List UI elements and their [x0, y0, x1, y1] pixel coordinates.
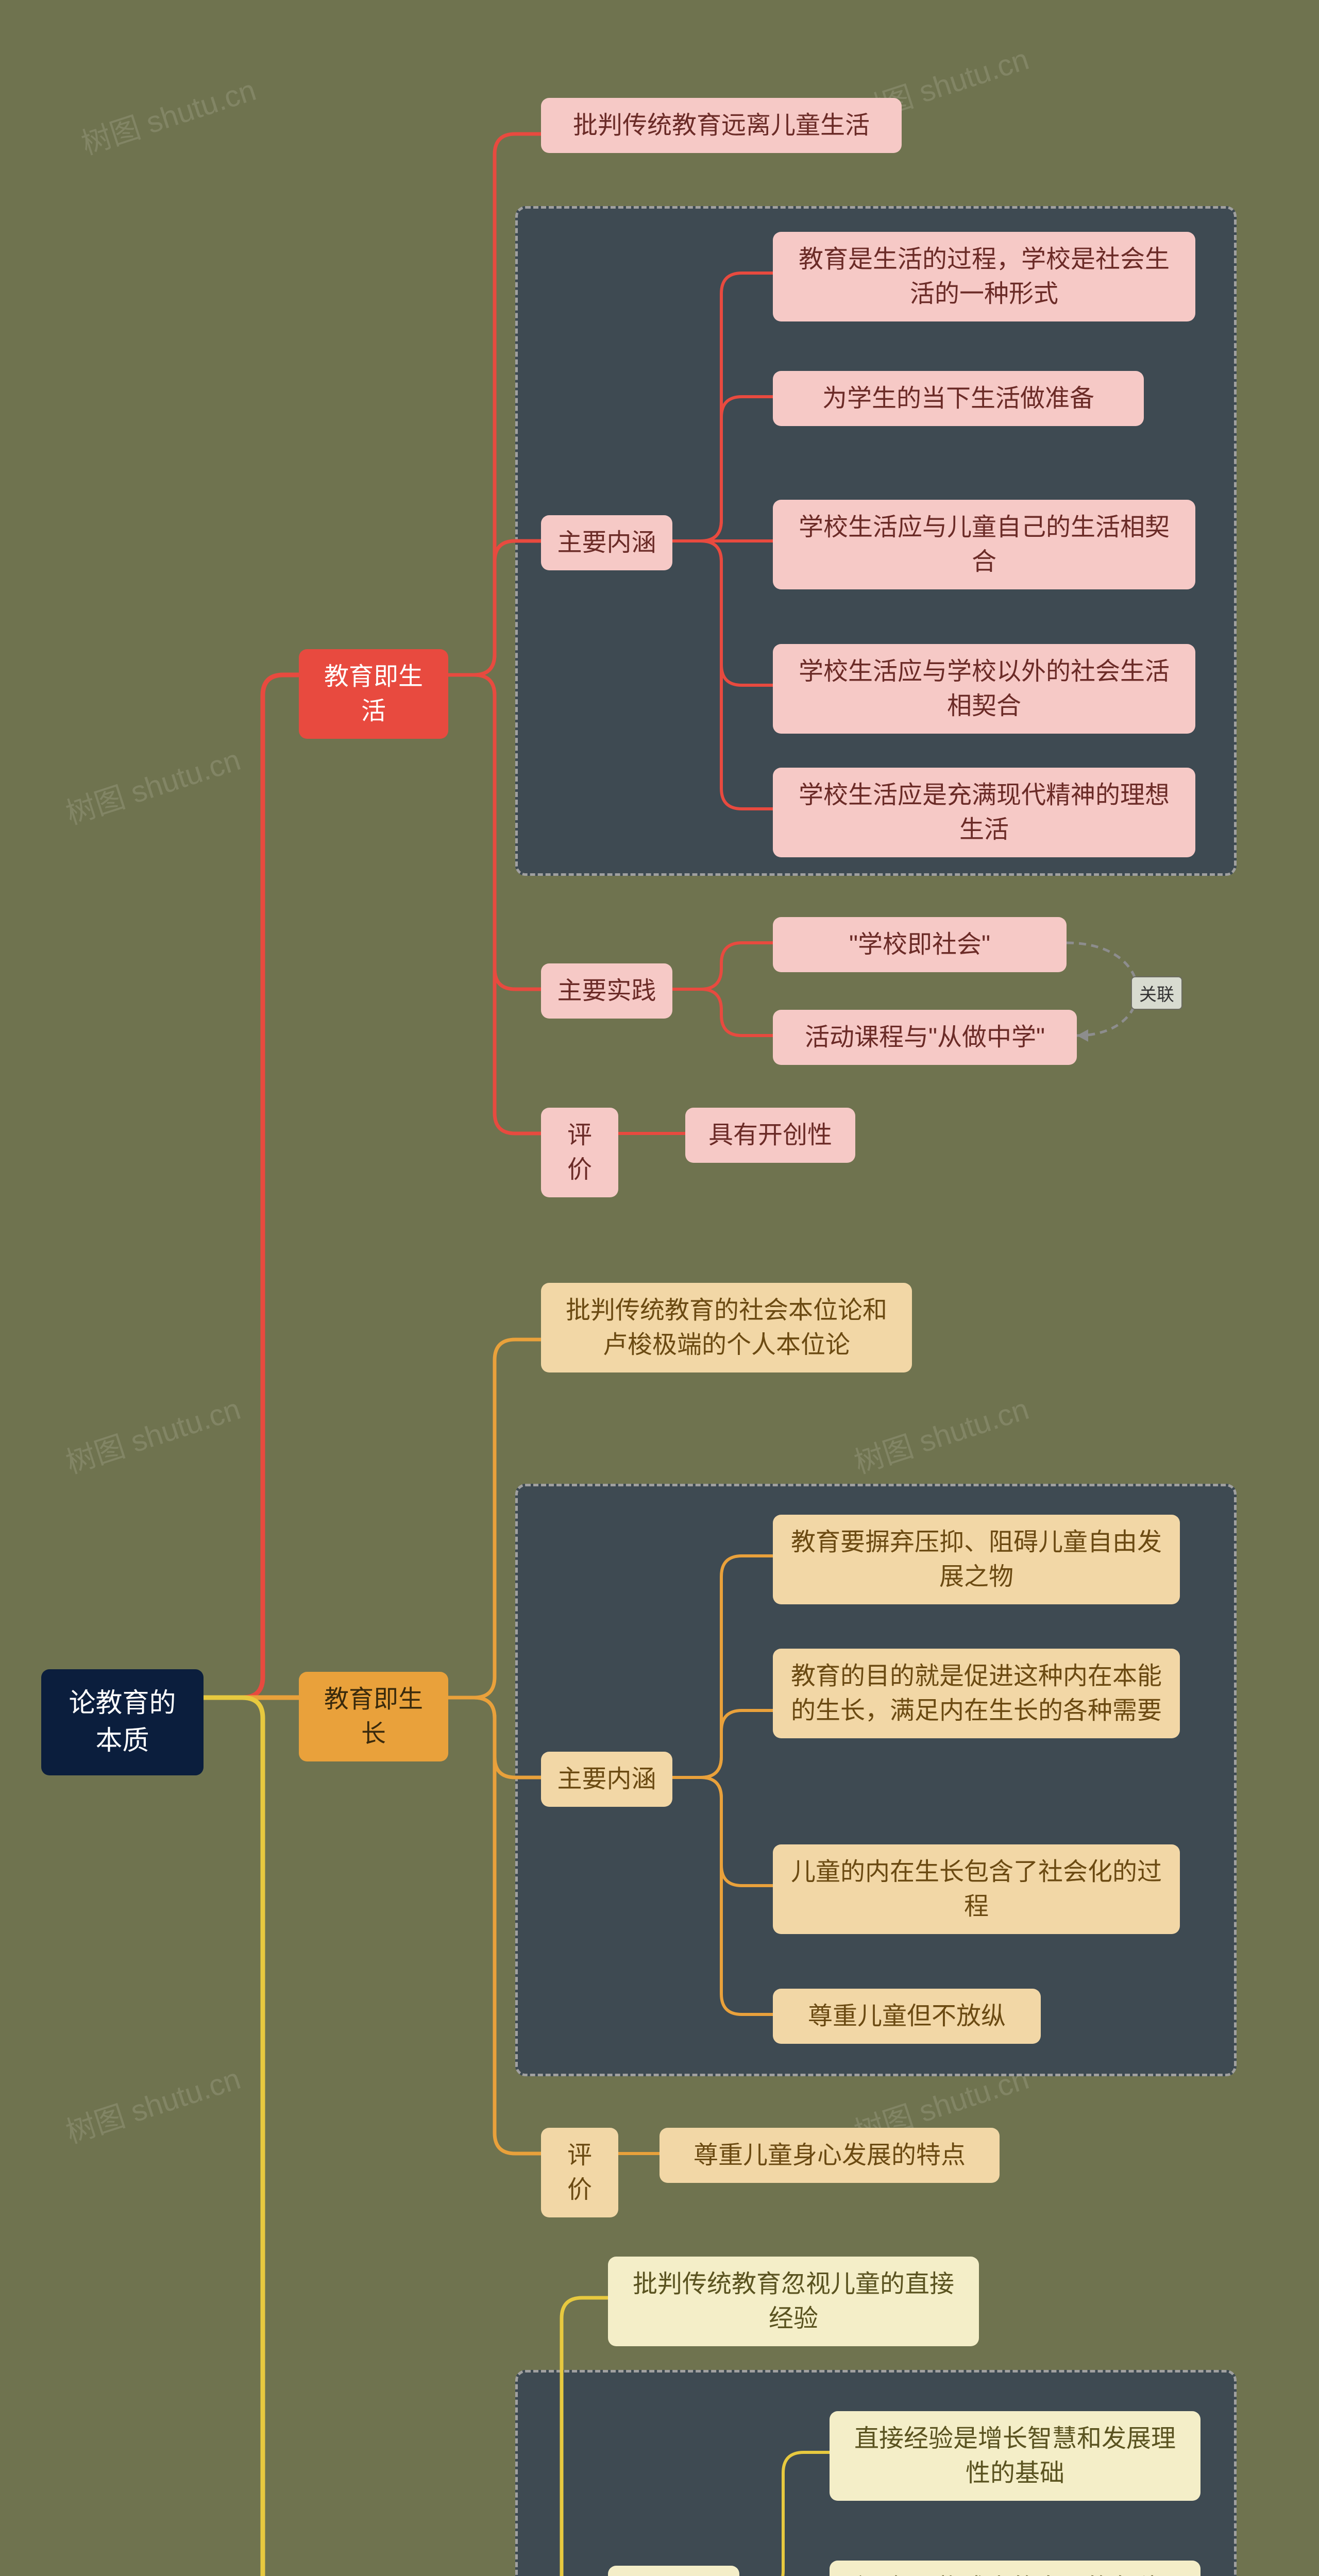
- b2-conn-item[interactable]: 教育要摒弃压抑、阻碍儿童自由发展之物: [773, 1515, 1180, 1604]
- b3-conn-item[interactable]: 直接经验是增长智慧和发展理性的基础: [830, 2411, 1200, 2501]
- b2-conn-item[interactable]: 教育的目的就是促进这种内在本能的生长，满足内在生长的各种需要: [773, 1649, 1180, 1738]
- b1-conn-item[interactable]: 为学生的当下生活做准备: [773, 371, 1144, 426]
- b1-conn-item[interactable]: 学校生活应与儿童自己的生活相契合: [773, 500, 1195, 589]
- b1-connotation-label[interactable]: 主要内涵: [541, 515, 672, 570]
- watermark: 树图 shutu.cn: [848, 1385, 1034, 1482]
- watermark: 树图 shutu.cn: [60, 1385, 245, 1482]
- b1-practice-label[interactable]: 主要实践: [541, 963, 672, 1019]
- b1-conn-item[interactable]: 学校生活应是充满现代精神的理想生活: [773, 768, 1195, 857]
- b3-conn-item[interactable]: "经验"是构成人的身心的各种因素的全面改造和全面发展: [830, 2561, 1200, 2576]
- b1-critique[interactable]: 批判传统教育远离儿童生活: [541, 98, 902, 153]
- branch-edu-life[interactable]: 教育即生活: [299, 649, 448, 739]
- b1-eval-label[interactable]: 评价: [541, 1108, 618, 1197]
- b1-practice-item[interactable]: "学校即社会": [773, 917, 1067, 972]
- watermark: 树图 shutu.cn: [60, 736, 245, 833]
- b1-practice-item[interactable]: 活动课程与"从做中学": [773, 1010, 1077, 1065]
- watermark: 树图 shutu.cn: [60, 2055, 245, 2151]
- b2-connotation-label[interactable]: 主要内涵: [541, 1752, 672, 1807]
- b1-eval-text[interactable]: 具有开创性: [685, 1108, 855, 1163]
- watermark: 树图 shutu.cn: [75, 66, 261, 163]
- b3-connotation-label[interactable]: 主要内涵: [608, 2566, 739, 2576]
- b1-conn-item[interactable]: 学校生活应与学校以外的社会生活相契合: [773, 644, 1195, 734]
- branch-edu-growth[interactable]: 教育即生长: [299, 1672, 448, 1761]
- b2-critique[interactable]: 批判传统教育的社会本位论和卢梭极端的个人本位论: [541, 1283, 912, 1372]
- b2-conn-item[interactable]: 尊重儿童但不放纵: [773, 1989, 1041, 2044]
- b2-conn-item[interactable]: 儿童的内在生长包含了社会化的过程: [773, 1844, 1180, 1934]
- b2-eval-text[interactable]: 尊重儿童身心发展的特点: [660, 2128, 1000, 2183]
- b1-conn-item[interactable]: 教育是生活的过程，学校是社会生活的一种形式: [773, 232, 1195, 321]
- b3-critique[interactable]: 批判传统教育忽视儿童的直接经验: [608, 2257, 979, 2346]
- b2-eval-label[interactable]: 评价: [541, 2128, 618, 2217]
- root-node[interactable]: 论教育的本质: [41, 1669, 204, 1775]
- association-label: 关联: [1131, 976, 1182, 1010]
